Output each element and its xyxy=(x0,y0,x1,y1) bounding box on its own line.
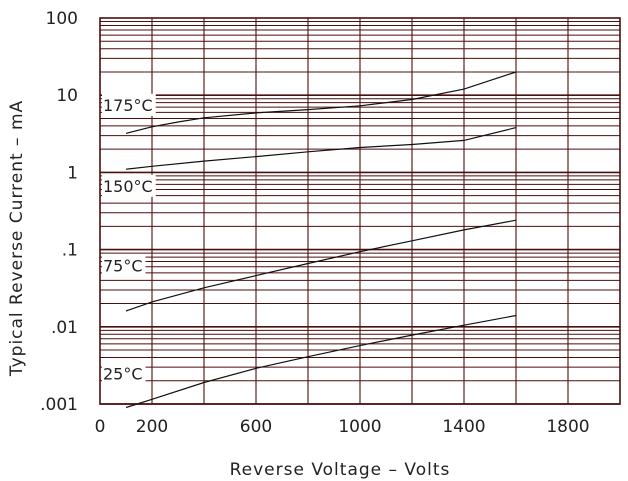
y-tick-label: 10 xyxy=(56,86,78,106)
y-tick-label: .001 xyxy=(40,395,78,415)
curve-label: 75°C xyxy=(103,257,143,276)
curve-label: 25°C xyxy=(103,364,143,383)
x-axis-ticks: 0 200 600 1000 1400 1800 xyxy=(95,417,590,437)
x-tick-label: 200 xyxy=(136,417,168,437)
y-tick-label: 100 xyxy=(46,9,78,29)
y-tick-label: .1 xyxy=(62,241,78,261)
curve-label: 150°C xyxy=(103,177,153,196)
y-tick-label: .01 xyxy=(51,318,78,338)
series-curve xyxy=(125,127,517,170)
y-tick-label: 1 xyxy=(67,163,78,183)
curve-label-bg xyxy=(102,254,146,277)
y-axis-title: Typical Reverse Current – mA xyxy=(7,100,27,377)
x-tick-label: 0 xyxy=(95,417,106,437)
x-tick-label: 1000 xyxy=(338,417,381,437)
x-tick-label: 600 xyxy=(240,417,272,437)
y-axis-ticks: 100 10 1 .1 .01 .001 xyxy=(40,9,78,415)
x-tick-label: 1800 xyxy=(546,417,589,437)
curve-labels: 175°C 150°C 75°C 25°C xyxy=(102,93,156,385)
curve-label-bg xyxy=(102,362,146,385)
curve-label-bg xyxy=(102,93,156,116)
series-curve xyxy=(125,219,517,312)
grid xyxy=(99,17,621,405)
curve-label-bg xyxy=(102,174,156,197)
curve-label: 175°C xyxy=(103,96,153,115)
curves xyxy=(125,71,517,409)
x-tick-label: 1400 xyxy=(442,417,485,437)
series-curve xyxy=(125,71,517,134)
x-axis-title: Reverse Voltage – Volts xyxy=(230,460,451,480)
series-curve xyxy=(125,314,517,409)
